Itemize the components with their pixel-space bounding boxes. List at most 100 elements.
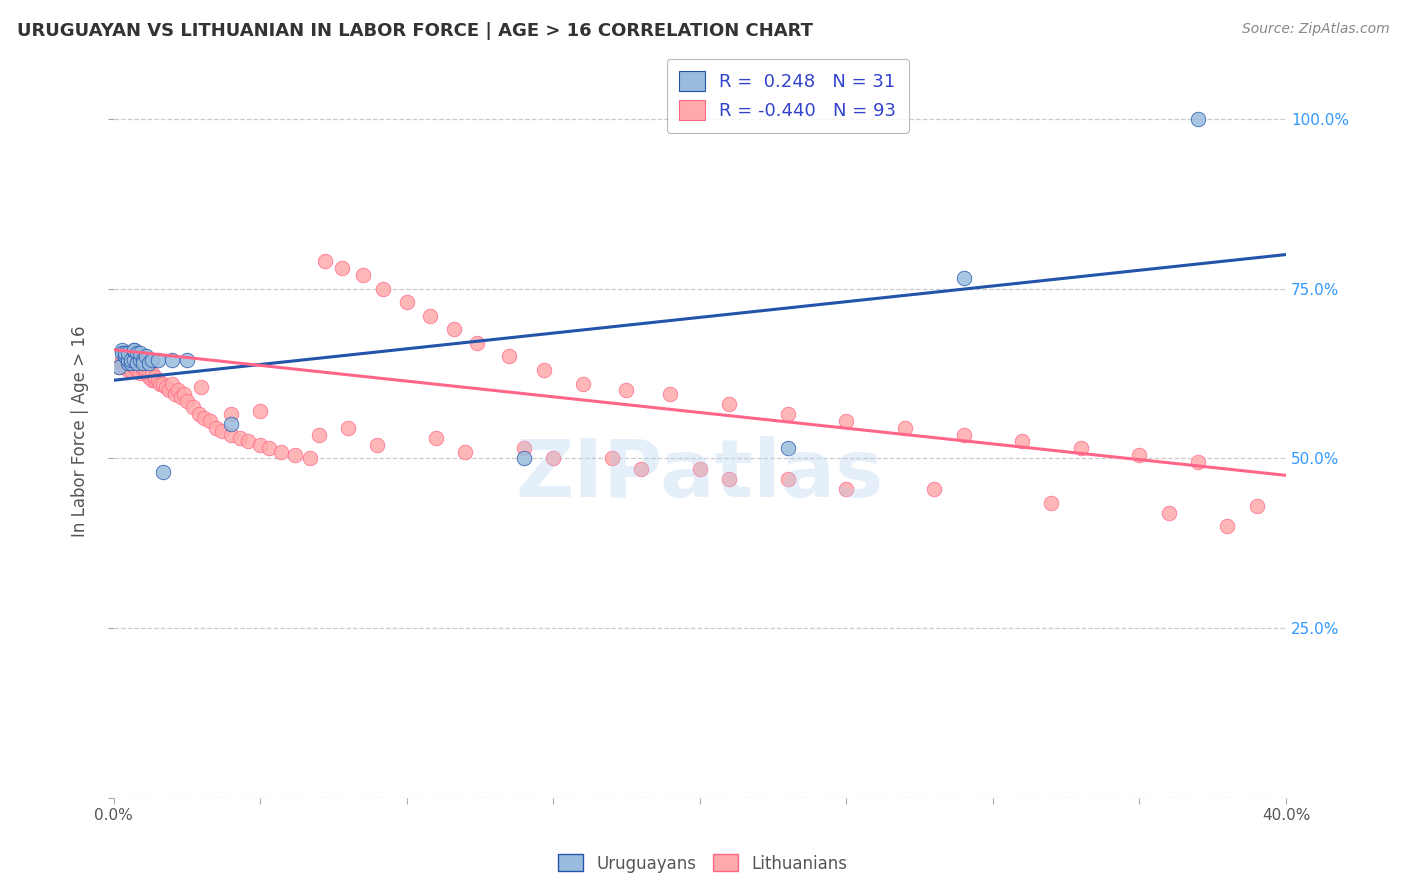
Point [835,414,858,428]
Point [125,346,148,360]
Point [111,352,134,367]
Point [167,384,190,398]
Point [219,417,242,432]
Point [616,384,638,398]
Point [122,352,145,367]
Point [141,373,163,387]
Point [117,363,139,377]
Point [395,295,418,310]
Point [373,281,395,295]
Point [187,407,209,421]
Y-axis label: In Labor Force | Age > 16: In Labor Force | Age > 16 [72,326,89,537]
Point [108,359,131,374]
Legend: Uruguayans, Lithuanians: Uruguayans, Lithuanians [551,847,855,880]
Point [143,369,166,384]
Point [1246,499,1268,513]
Point [132,363,155,377]
Point [138,369,160,384]
Point [419,309,441,323]
Point [284,448,307,462]
Point [129,359,152,374]
Point [219,427,242,442]
Point [200,414,222,428]
Point [129,367,152,381]
Point [138,356,160,370]
Point [157,384,180,398]
Point [176,393,198,408]
Point [132,359,155,374]
Point [513,441,536,455]
Point [135,350,157,364]
Point [122,343,145,357]
Point [135,367,157,381]
Point [173,387,195,401]
Point [114,356,136,370]
Point [465,335,488,350]
Point [298,451,321,466]
Point [155,380,177,394]
Point [249,404,271,418]
Point [498,350,520,364]
Point [138,367,160,381]
Point [117,356,139,370]
Point [337,421,360,435]
Point [541,451,564,466]
Point [257,441,280,455]
Point [108,359,131,374]
Text: ZIPatlas: ZIPatlas [516,436,884,514]
Point [122,343,145,357]
Point [1040,495,1063,509]
Point [170,390,193,404]
Point [190,380,212,394]
Point [120,363,142,377]
Point [600,451,623,466]
Text: Source: ZipAtlas.com: Source: ZipAtlas.com [1241,22,1389,37]
Point [689,461,711,475]
Point [181,401,204,415]
Point [117,352,139,367]
Point [114,346,136,360]
Point [776,441,799,455]
Point [129,352,152,367]
Point [141,367,163,381]
Point [1157,506,1180,520]
Point [776,407,799,421]
Point [146,352,169,367]
Point [308,427,330,442]
Point [129,346,152,360]
Point [425,431,447,445]
Point [1128,448,1150,462]
Point [718,472,741,486]
Point [533,363,555,377]
Point [135,363,157,377]
Point [238,434,260,449]
Point [1187,455,1209,469]
Point [571,376,593,391]
Point [776,472,799,486]
Point [125,363,148,377]
Point [111,343,134,357]
Point [132,356,155,370]
Point [117,356,139,370]
Legend: R =  0.248   N = 31, R = -0.440   N = 93: R = 0.248 N = 31, R = -0.440 N = 93 [666,59,908,133]
Point [149,376,172,391]
Point [122,356,145,370]
Point [659,387,682,401]
Point [249,438,271,452]
Point [211,424,233,438]
Point [143,373,166,387]
Point [366,438,388,452]
Point [228,431,250,445]
Point [120,352,142,367]
Point [122,359,145,374]
Point [120,356,142,370]
Point [352,268,374,282]
Point [146,373,169,387]
Point [114,359,136,374]
Point [193,410,215,425]
Point [132,352,155,367]
Point [160,352,183,367]
Point [835,482,858,496]
Point [1011,434,1033,449]
Point [165,387,187,401]
